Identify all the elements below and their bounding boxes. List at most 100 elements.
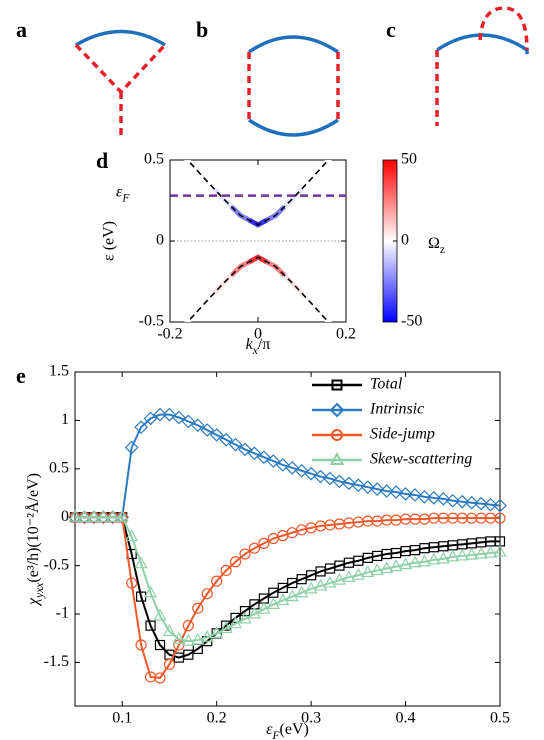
- marker: [474, 496, 488, 511]
- fermi-arc: [248, 35, 339, 54]
- y-tick-label: 1.5: [49, 363, 69, 380]
- marker: [329, 402, 345, 418]
- marker: [370, 482, 385, 496]
- curvature-segment: [212, 273, 234, 296]
- marker: [192, 602, 204, 614]
- x-axis-label-part: ε: [266, 721, 273, 738]
- marker: [331, 379, 343, 391]
- x-tick-label: 0.2: [207, 710, 227, 727]
- panel-label: c: [386, 17, 396, 42]
- band-line: [186, 160, 330, 226]
- marker: [134, 420, 148, 435]
- marker: [144, 585, 158, 598]
- y-tick-label: -1: [56, 605, 69, 622]
- marker: [304, 581, 318, 594]
- marker: [351, 478, 366, 493]
- marker: [239, 606, 251, 617]
- fermi-arc: [75, 29, 166, 47]
- diagram-a: [74, 29, 167, 136]
- marker: [219, 432, 233, 447]
- marker: [154, 672, 166, 684]
- marker: [446, 549, 460, 562]
- marker: [266, 454, 281, 468]
- marker: [323, 471, 337, 486]
- fermi-label-part: F: [121, 192, 130, 204]
- marker: [351, 568, 365, 580]
- y-tick-label: 0.5: [144, 151, 164, 168]
- marker: [248, 542, 261, 554]
- colorbar-tick-label: -50: [401, 313, 422, 330]
- x-axis-label-part: /π: [258, 336, 271, 353]
- marker: [370, 563, 384, 576]
- marker: [313, 469, 328, 484]
- marker: [258, 537, 270, 549]
- marker: [209, 428, 224, 442]
- colorbar-tick-label: 0: [401, 232, 409, 249]
- marker: [342, 476, 356, 491]
- marker: [455, 548, 469, 561]
- diagram-b: [247, 35, 340, 137]
- legend-label: Side-jump: [370, 426, 435, 443]
- fermi-arc: [436, 33, 529, 54]
- marker: [494, 512, 506, 524]
- x-tick-label: 0.3: [301, 710, 321, 727]
- marker: [332, 474, 347, 489]
- fermi-arc: [248, 118, 339, 137]
- marker: [389, 559, 403, 572]
- y-axis-label: χyxx(e³/h)(10⁻²Å/eV): [24, 473, 46, 607]
- marker: [238, 442, 252, 457]
- marker: [183, 649, 194, 660]
- curvature-segment: [282, 273, 304, 296]
- marker: [276, 593, 290, 606]
- marker: [285, 460, 300, 475]
- marker: [331, 429, 343, 441]
- marker: [134, 556, 148, 569]
- marker: [389, 485, 403, 499]
- legend-label: Intrinsic: [369, 401, 424, 418]
- marker: [162, 624, 176, 637]
- x-tick-label: 0.4: [396, 710, 416, 727]
- marker: [332, 572, 346, 585]
- marker: [295, 585, 309, 598]
- marker: [493, 498, 507, 513]
- marker: [220, 564, 232, 577]
- marker: [125, 529, 139, 542]
- marker: [294, 463, 309, 478]
- marker: [427, 552, 441, 565]
- marker: [153, 608, 167, 621]
- x-axis-label: kx/π: [246, 336, 271, 357]
- panel-label: d: [96, 148, 108, 173]
- marker: [379, 484, 394, 498]
- marker: [163, 658, 176, 670]
- panel-label: e: [16, 363, 26, 388]
- marker: [247, 446, 262, 461]
- marker: [417, 554, 431, 567]
- panel-label: b: [196, 17, 208, 42]
- legend-label: Skew-scattering: [370, 451, 472, 468]
- legend-label: Total: [370, 376, 403, 393]
- marker: [181, 633, 195, 646]
- marker: [304, 466, 318, 481]
- x-tick-label: 0.2: [336, 326, 356, 343]
- marker: [124, 440, 139, 455]
- marker: [445, 493, 460, 508]
- curvature-segment: [282, 186, 304, 209]
- colorbar-label: Ωz: [428, 235, 445, 256]
- marker: [162, 407, 177, 422]
- marker: [465, 547, 479, 560]
- x-axis-label: εF(eV): [266, 721, 309, 740]
- marker: [493, 544, 507, 557]
- marker: [200, 423, 215, 437]
- y-tick-label: -1.5: [44, 653, 69, 670]
- diagram-c: [435, 6, 529, 126]
- marker: [484, 545, 498, 558]
- marker: [172, 631, 186, 644]
- marker: [399, 557, 413, 570]
- x-axis-label-part: F: [271, 730, 280, 740]
- marker: [68, 509, 82, 522]
- x-tick-label: 0.1: [112, 710, 132, 727]
- marker: [219, 621, 233, 634]
- panel-label: a: [16, 17, 27, 42]
- marker: [191, 632, 205, 645]
- marker: [408, 555, 422, 568]
